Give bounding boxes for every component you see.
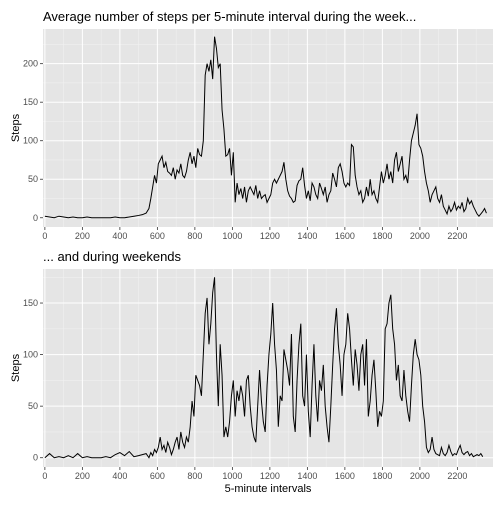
y-axis-ticks-2: 0 50 100 150: [23, 298, 43, 463]
y-axis-title-2: Steps: [10, 353, 22, 382]
x-tick-label: 400: [112, 231, 127, 241]
grid-1: [43, 29, 493, 227]
y-tick-label: 0: [33, 213, 38, 223]
y-tick-label: 50: [28, 174, 38, 184]
y-tick-label: 150: [23, 298, 38, 308]
x-tick-label: 0: [42, 231, 47, 241]
x-tick-label: 1600: [335, 471, 355, 481]
y-tick-label: 0: [33, 453, 38, 463]
chart-title-2: ... and during weekends: [43, 249, 182, 264]
y-tick-label: 150: [23, 97, 38, 107]
y-tick-label: 100: [23, 136, 38, 146]
x-tick-label: 2000: [410, 231, 430, 241]
weekend-steps-line: [44, 277, 484, 459]
x-axis-title: 5-minute intervals: [225, 483, 312, 495]
x-tick-label: 1000: [222, 231, 242, 241]
grid-2: [43, 269, 493, 467]
x-tick-label: 600: [150, 471, 165, 481]
x-tick-label: 200: [75, 471, 90, 481]
y-axis-ticks-1: 0 50 100 150 200: [23, 59, 43, 223]
x-tick-label: 1400: [297, 471, 317, 481]
x-axis-ticks-1: 0 200 400 600 800 1000 1200 1400 1600 1800 2000 220…: [42, 227, 467, 241]
x-tick-label: 800: [187, 231, 202, 241]
x-tick-label: 1000: [222, 471, 242, 481]
chart-title-1: Average number of steps per 5-minute int…: [43, 9, 416, 24]
y-tick-label: 100: [23, 350, 38, 360]
x-tick-label: 1600: [335, 231, 355, 241]
x-tick-label: 2200: [447, 231, 467, 241]
x-tick-label: 2000: [410, 471, 430, 481]
x-tick-label: 2200: [447, 471, 467, 481]
x-tick-label: 1400: [297, 231, 317, 241]
y-tick-label: 50: [28, 401, 38, 411]
plot-panel-1: [43, 29, 493, 227]
x-tick-label: 400: [112, 471, 127, 481]
x-axis-ticks-2: 0 200 400 600 800 1000 1200 1400 1600 1800 2000 220…: [42, 467, 467, 481]
x-tick-label: 1200: [260, 471, 280, 481]
y-tick-label: 200: [23, 59, 38, 69]
x-tick-label: 0: [42, 471, 47, 481]
weekday-steps-line: [44, 36, 487, 219]
x-tick-label: 200: [75, 231, 90, 241]
x-tick-label: 1800: [372, 231, 392, 241]
y-axis-title-1: Steps: [10, 113, 22, 142]
x-tick-label: 1200: [260, 231, 280, 241]
x-tick-label: 600: [150, 231, 165, 241]
x-tick-label: 800: [187, 471, 202, 481]
x-tick-label: 1800: [372, 471, 392, 481]
